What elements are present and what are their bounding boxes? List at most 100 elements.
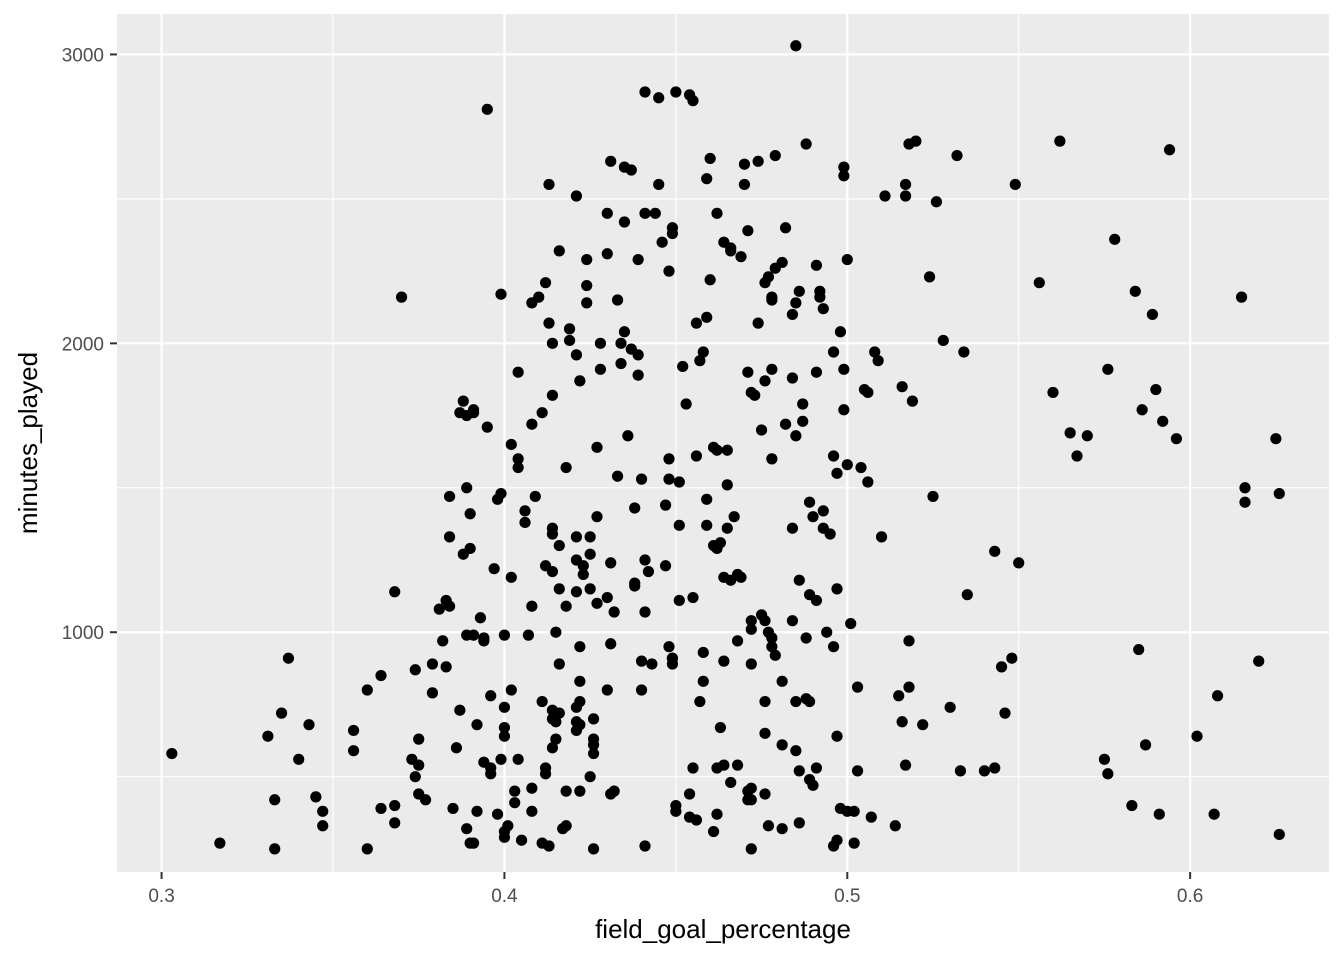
data-point bbox=[779, 222, 792, 234]
x-tick-label: 0.6 bbox=[1177, 886, 1203, 907]
data-point bbox=[838, 363, 850, 375]
data-point bbox=[639, 840, 651, 852]
data-point bbox=[478, 632, 490, 644]
data-point bbox=[793, 574, 805, 586]
data-point bbox=[618, 216, 631, 228]
data-point bbox=[1109, 233, 1121, 245]
y-tick-label: 3000 bbox=[62, 45, 104, 66]
data-point bbox=[533, 291, 545, 303]
x-axis-title: field_goal_percentage bbox=[595, 914, 851, 944]
data-point bbox=[563, 323, 576, 335]
data-point bbox=[570, 531, 583, 543]
data-point bbox=[1273, 828, 1285, 841]
data-point bbox=[1133, 643, 1145, 656]
data-point bbox=[927, 490, 939, 503]
data-point bbox=[917, 719, 929, 731]
data-point bbox=[673, 519, 685, 531]
data-point bbox=[553, 539, 565, 552]
data-point bbox=[526, 805, 538, 817]
data-point bbox=[546, 528, 559, 540]
data-point bbox=[526, 782, 538, 794]
data-point bbox=[375, 802, 387, 815]
data-point bbox=[642, 565, 655, 578]
data-point bbox=[536, 407, 548, 419]
data-point bbox=[670, 86, 682, 98]
data-point bbox=[587, 843, 600, 855]
data-point bbox=[553, 245, 565, 257]
data-point bbox=[577, 560, 589, 572]
data-point bbox=[443, 600, 456, 612]
data-point bbox=[745, 615, 757, 627]
data-point bbox=[543, 840, 555, 852]
data-point bbox=[426, 658, 439, 670]
data-point bbox=[1071, 450, 1083, 462]
data-point bbox=[457, 395, 469, 407]
data-point bbox=[512, 753, 524, 765]
data-point bbox=[526, 600, 538, 612]
data-point bbox=[875, 531, 888, 543]
data-point bbox=[721, 479, 733, 491]
data-point bbox=[639, 606, 651, 618]
data-point bbox=[714, 537, 727, 549]
data-point bbox=[810, 259, 823, 271]
data-point bbox=[827, 450, 840, 462]
data-point bbox=[632, 253, 644, 266]
data-point bbox=[663, 473, 675, 485]
data-point bbox=[574, 695, 586, 708]
data-point bbox=[1009, 178, 1021, 191]
data-point bbox=[752, 155, 764, 167]
data-point bbox=[865, 811, 877, 823]
data-point bbox=[553, 658, 565, 670]
data-point bbox=[395, 291, 408, 303]
data-point bbox=[550, 733, 562, 745]
data-point bbox=[879, 190, 891, 202]
data-point bbox=[310, 791, 322, 803]
data-point bbox=[663, 265, 675, 277]
data-point bbox=[1163, 144, 1176, 156]
data-point bbox=[467, 837, 480, 849]
data-point bbox=[855, 461, 867, 474]
data-point bbox=[488, 563, 500, 575]
data-point bbox=[745, 794, 757, 806]
data-point bbox=[546, 389, 559, 401]
data-point bbox=[577, 568, 589, 581]
data-point bbox=[889, 820, 901, 832]
data-point bbox=[491, 808, 504, 820]
data-point bbox=[745, 782, 757, 794]
data-point bbox=[437, 635, 449, 647]
data-point bbox=[574, 719, 586, 731]
data-point bbox=[725, 776, 737, 789]
data-point bbox=[694, 695, 706, 708]
data-point bbox=[262, 730, 274, 742]
data-point bbox=[845, 617, 857, 630]
data-point bbox=[903, 681, 915, 693]
data-point bbox=[601, 207, 613, 219]
data-point bbox=[793, 285, 805, 297]
data-point bbox=[954, 765, 967, 777]
data-point bbox=[1157, 415, 1169, 427]
data-point bbox=[711, 444, 723, 456]
data-point bbox=[793, 817, 805, 829]
data-point bbox=[807, 779, 819, 791]
data-point bbox=[670, 805, 682, 817]
data-point bbox=[495, 288, 507, 300]
data-point bbox=[989, 545, 1001, 557]
data-point bbox=[776, 739, 788, 751]
data-point bbox=[810, 762, 823, 774]
data-point bbox=[659, 499, 672, 511]
data-point bbox=[361, 843, 373, 855]
data-point bbox=[539, 768, 552, 780]
data-point bbox=[759, 727, 771, 739]
data-point bbox=[738, 178, 751, 191]
data-point bbox=[769, 149, 781, 162]
data-point bbox=[851, 765, 864, 777]
data-point bbox=[827, 346, 840, 358]
data-point bbox=[834, 326, 847, 338]
data-point bbox=[639, 207, 651, 219]
data-point bbox=[1136, 404, 1148, 416]
data-point bbox=[821, 626, 833, 638]
data-point bbox=[893, 690, 905, 702]
data-point bbox=[906, 395, 919, 407]
data-point bbox=[584, 771, 596, 783]
data-point bbox=[618, 326, 631, 338]
